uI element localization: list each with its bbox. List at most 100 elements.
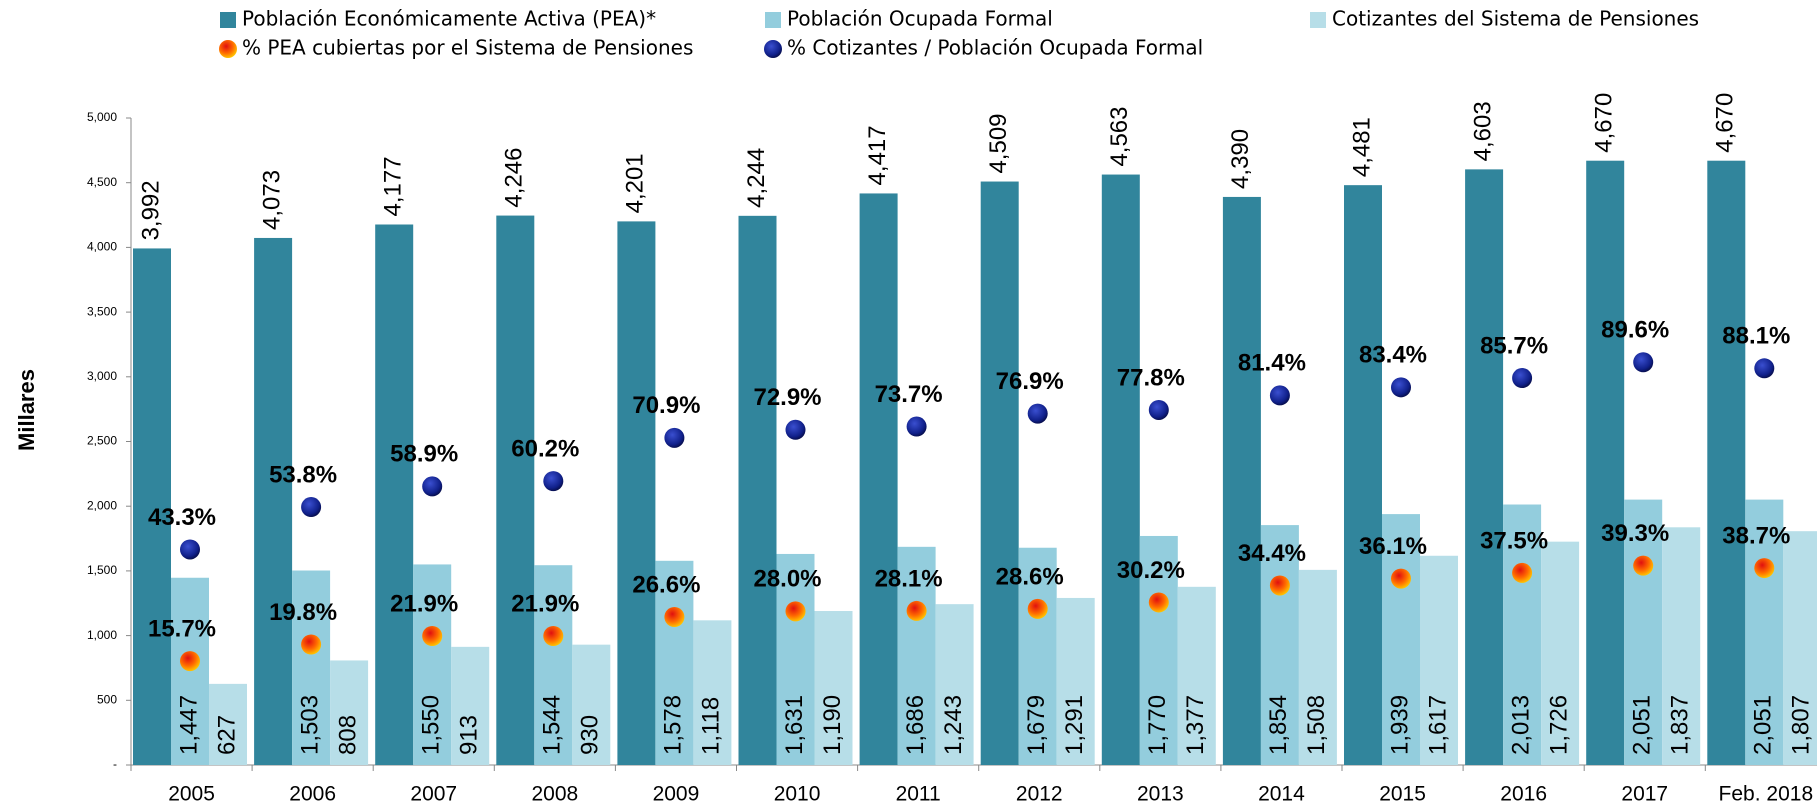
value-label: 1,679 <box>1023 695 1050 755</box>
bar <box>1177 586 1216 765</box>
marker <box>1633 555 1654 576</box>
value-label: 4,509 <box>985 113 1012 173</box>
x-tick-label: Feb. 2018 <box>1719 783 1814 806</box>
value-label: 1,617 <box>1424 695 1451 755</box>
marker <box>1269 385 1290 406</box>
x-tick-label: 2016 <box>1500 783 1547 806</box>
bar <box>617 221 656 765</box>
value-label: 913 <box>456 715 483 755</box>
x-tick-label: 2010 <box>774 783 821 806</box>
value-label: 808 <box>334 715 361 755</box>
value-label: 4,563 <box>1106 106 1133 166</box>
bar <box>171 577 209 765</box>
bar <box>1783 531 1817 765</box>
bar <box>935 604 974 765</box>
marker <box>1512 562 1533 583</box>
legend-label: Población Económicamente Activa (PEA)* <box>242 7 656 31</box>
x-tick-label: 2006 <box>289 783 336 806</box>
legend-label: Población Ocupada Formal <box>787 7 1053 31</box>
bar <box>133 248 171 766</box>
marker <box>785 419 806 440</box>
value-label: 53.8% <box>269 461 337 488</box>
value-label: 85.7% <box>1480 332 1548 359</box>
value-label: 36.1% <box>1359 533 1427 560</box>
bar <box>1101 174 1140 766</box>
bar <box>776 553 815 765</box>
value-label: 26.6% <box>632 571 700 598</box>
marker <box>1027 403 1048 424</box>
legend-swatch <box>220 12 236 28</box>
value-label: 28.6% <box>996 563 1064 590</box>
value-label: 4,073 <box>258 170 285 230</box>
value-label: 73.7% <box>875 381 943 408</box>
bar <box>1222 196 1261 765</box>
bar <box>1662 527 1701 765</box>
value-label: 1,854 <box>1265 695 1292 755</box>
bar <box>375 224 414 765</box>
value-label: 1,939 <box>1386 695 1413 755</box>
value-label: 4,244 <box>743 148 770 208</box>
value-label: 1,578 <box>660 695 687 755</box>
marker <box>1512 368 1533 389</box>
value-label: 1,190 <box>819 695 846 755</box>
value-label: 1,508 <box>1303 695 1330 755</box>
value-label: 30.2% <box>1117 557 1185 584</box>
value-label: 21.9% <box>511 590 579 617</box>
legend-swatch <box>219 40 237 58</box>
legend-label: % PEA cubiertas por el Sistema de Pensio… <box>242 36 693 60</box>
value-label: 1,726 <box>1545 695 1572 755</box>
bar <box>413 564 452 765</box>
marker <box>543 626 564 647</box>
y-tick-label: 4,500 <box>87 175 117 189</box>
value-label: 1,447 <box>175 695 202 755</box>
value-label: 1,503 <box>296 695 323 755</box>
bar <box>1018 547 1057 765</box>
value-label: 21.9% <box>390 590 458 617</box>
x-tick-label: 2008 <box>531 783 578 806</box>
value-label: 4,603 <box>1469 101 1496 161</box>
bar <box>1624 499 1663 765</box>
value-label: 1,243 <box>940 695 967 755</box>
x-tick-label: 2015 <box>1379 783 1426 806</box>
x-tick-label: 2017 <box>1621 783 1668 806</box>
value-label: 1,837 <box>1667 695 1694 755</box>
value-label: 43.3% <box>148 504 216 531</box>
value-label: 2,051 <box>1629 695 1656 755</box>
y-tick-label: 1,000 <box>87 628 117 642</box>
bar <box>496 215 535 765</box>
value-label: 4,201 <box>622 153 649 213</box>
y-tick-label: 500 <box>97 692 117 706</box>
bar <box>534 565 573 765</box>
marker <box>664 606 685 627</box>
bar <box>1465 169 1504 765</box>
bar <box>814 611 853 765</box>
value-label: 627 <box>213 715 240 755</box>
value-label: 89.6% <box>1601 317 1669 344</box>
marker <box>906 600 927 621</box>
marker <box>1754 558 1775 579</box>
y-tick-label: 2,000 <box>87 498 117 512</box>
y-axis-label: Millares <box>14 369 39 451</box>
bar <box>1344 185 1382 766</box>
value-label: 4,246 <box>501 148 528 208</box>
marker <box>1269 575 1290 596</box>
x-tick-label: 2011 <box>896 783 941 806</box>
legend-label: % Cotizantes / Población Ocupada Formal <box>787 36 1203 60</box>
value-label: 77.8% <box>1117 364 1185 391</box>
marker <box>180 651 200 672</box>
marker <box>1148 592 1169 613</box>
legend-swatch <box>764 40 782 58</box>
value-label: 1,377 <box>1182 695 1209 755</box>
value-label: 1,291 <box>1061 695 1088 755</box>
marker <box>1391 377 1411 398</box>
marker <box>785 601 806 622</box>
bar <box>859 193 898 766</box>
marker <box>1754 358 1775 379</box>
value-label: 930 <box>577 715 604 755</box>
bar <box>254 237 293 765</box>
marker <box>422 626 443 647</box>
bar <box>1586 160 1625 765</box>
value-label: 28.0% <box>753 566 821 593</box>
x-tick-label: 2012 <box>1016 783 1063 806</box>
legend-swatch <box>765 12 781 28</box>
